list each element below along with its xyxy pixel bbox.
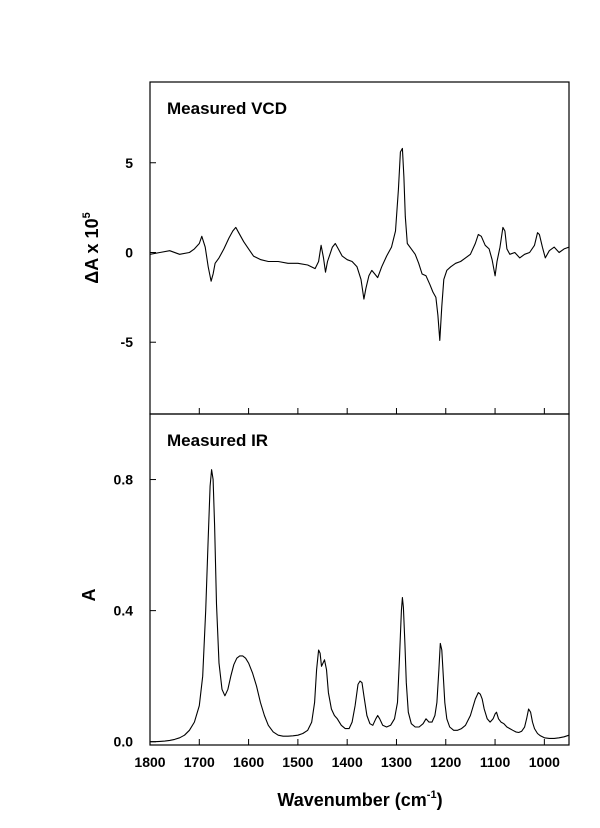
ir-y-tick-label: 0.0 [114,734,134,750]
vcd-y-tick-label: -5 [121,334,134,350]
vcd-y-axis-title: ΔA x 105 [81,212,102,283]
vcd-x-ticks [149,408,545,414]
x-axis-title-exponent: -1 [427,789,437,801]
x-tick-label: 1800 [134,754,165,770]
ir-panel: 0.0 0.4 0.8 1800 1700 1600 1500 1400 1300 1200 11… [79,413,570,810]
vcd-y-axis: 5 0 -5 [121,155,156,350]
x-axis-title-tail: ) [437,790,443,810]
vcd-y-axis-title-main: ΔA x 10 [82,218,102,283]
vcd-y-tick-label: 5 [125,155,133,171]
vcd-y-axis-title-exponent: 5 [81,212,93,218]
x-tick-label: 1000 [529,754,560,770]
ir-panel-label: Measured IR [167,431,268,450]
vcd-series-line [149,147,570,341]
x-tick-label: 1400 [332,754,363,770]
x-tick-label: 1600 [233,754,264,770]
ir-y-axis-title: A [79,589,99,602]
vcd-y-tick-label: 0 [125,244,133,260]
x-tick-label: 1200 [430,754,461,770]
ir-x-axis: 1800 1700 1600 1500 1400 1300 1200 1100 1000 [134,739,560,770]
x-tick-label: 1300 [381,754,412,770]
x-tick-label: 1700 [184,754,215,770]
x-axis-title: Wavenumber (cm-1) [277,789,442,810]
x-tick-label: 1500 [282,754,313,770]
ir-y-tick-label: 0.8 [114,472,134,488]
x-axis-title-main: Wavenumber (cm [277,790,426,810]
vcd-plot-frame [149,81,570,415]
ir-plot-frame [149,413,570,746]
x-tick-label: 1100 [480,754,511,770]
vcd-panel-label: Measured VCD [167,99,287,118]
vcd-panel: 50-5 Measured VCD ΔA x 105 [81,81,570,415]
ir-y-tick-label: 0.4 [114,603,134,619]
ir-series-line [150,469,570,743]
